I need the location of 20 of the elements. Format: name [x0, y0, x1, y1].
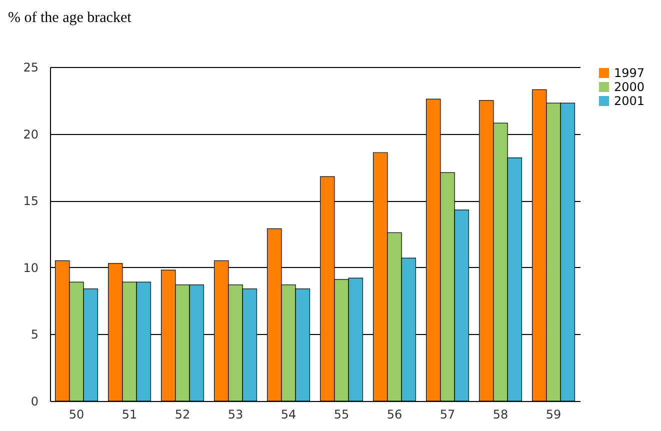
y-tick-label: 10 — [23, 260, 38, 275]
x-tick-label: 52 — [174, 408, 190, 422]
legend-label: 1997 — [614, 66, 645, 80]
y-tick-label: 20 — [23, 127, 38, 142]
x-tick-label: 53 — [228, 408, 244, 422]
y-tick-label: 5 — [30, 328, 38, 342]
y-tick-label: 25 — [23, 60, 38, 74]
y-axis-title: % of the age bracket — [8, 10, 132, 26]
x-tick-label: 57 — [440, 408, 456, 422]
y-tick-label: 15 — [23, 194, 38, 208]
legend-label: 2000 — [614, 80, 645, 94]
legend-label: 2001 — [614, 94, 645, 108]
x-tick-label: 58 — [492, 408, 508, 422]
x-tick-label: 54 — [280, 408, 296, 422]
y-tick-label: 0 — [30, 394, 38, 408]
x-tick-label: 56 — [386, 408, 402, 422]
x-tick-label: 55 — [334, 408, 350, 422]
x-tick-label: 59 — [546, 408, 562, 422]
x-tick-label: 51 — [122, 408, 138, 422]
x-tick-label: 50 — [68, 408, 84, 422]
